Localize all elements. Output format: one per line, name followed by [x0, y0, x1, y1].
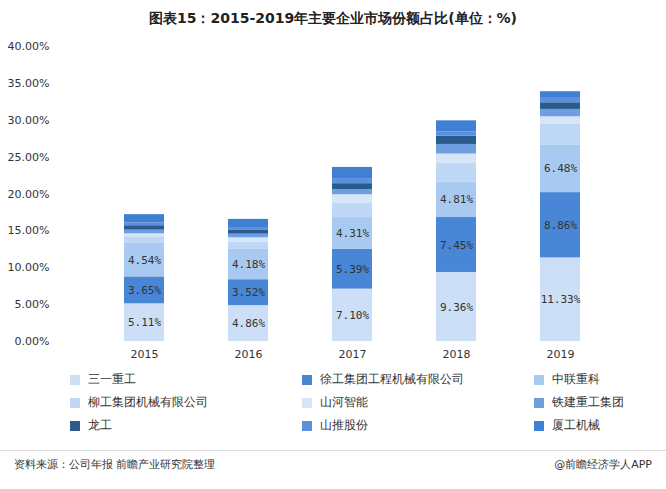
html-text:资料来源：公司年报 前瞻产业研究院整理: 资料来源：公司年报 前瞻产业研究院整理	[14, 458, 216, 471]
svg-text:4.86%: 4.86%	[232, 317, 265, 330]
html-text:图表15：2015-2019年主要企业市场份额占比(单位：%: 图表15：2015-2019年主要企业市场份额占比(单位：%)	[149, 10, 517, 26]
svg-text:4.31%: 4.31%	[336, 227, 369, 240]
svg-text:15.00%: 15.00%	[8, 224, 50, 237]
svg-text:7.10%: 7.10%	[336, 309, 369, 322]
html-text:柳工集团机械有限公司: 柳工集团机械有限公司	[88, 395, 208, 409]
svg-text:4.54%: 4.54%	[128, 254, 161, 267]
svg-text:6.48%: 6.48%	[544, 162, 577, 175]
svg-text:0.00%: 0.00%	[15, 335, 50, 348]
svg-text:2015: 2015	[131, 348, 159, 361]
html-text:铁建重工集团: 铁建重工集团	[552, 395, 624, 409]
svg-text:30.00%: 30.00%	[8, 114, 50, 127]
svg-text:2016: 2016	[235, 348, 263, 361]
html-text:中联重科: 中联重科	[552, 372, 600, 386]
svg-text:5.11%: 5.11%	[128, 316, 161, 329]
html-text:三一重工: 三一重工	[88, 372, 136, 386]
html-text:@前瞻经济学人APP: @前瞻经济学人APP	[554, 458, 652, 471]
svg-text:5.00%: 5.00%	[15, 298, 50, 311]
svg-text:2017: 2017	[339, 348, 367, 361]
svg-text:9.36%: 9.36%	[440, 301, 473, 314]
svg-text:2018: 2018	[443, 348, 471, 361]
html-text:徐工集团工程机械有限公司: 徐工集团工程机械有限公司	[320, 372, 464, 386]
svg-text:40.00%: 40.00%	[8, 40, 50, 53]
svg-text:4.81%: 4.81%	[440, 193, 473, 206]
svg-text:2019: 2019	[547, 348, 575, 361]
svg-text:11.33%: 11.33%	[541, 293, 581, 306]
svg-text:35.00%: 35.00%	[8, 77, 50, 90]
svg-text:7.45%: 7.45%	[440, 239, 473, 252]
svg-text:25.00%: 25.00%	[8, 151, 50, 164]
html-text:山推股份: 山推股份	[320, 418, 368, 432]
svg-text:20.00%: 20.00%	[8, 188, 50, 201]
svg-text:10.00%: 10.00%	[8, 261, 50, 274]
svg-text:5.39%: 5.39%	[336, 263, 369, 276]
html-text:龙工: 龙工	[88, 418, 112, 432]
svg-text:4.18%: 4.18%	[232, 258, 265, 271]
svg-text:8.86%: 8.86%	[544, 219, 577, 232]
html-text:厦工机械: 厦工机械	[552, 418, 600, 432]
svg-text:3.52%: 3.52%	[232, 286, 265, 299]
svg-text:3.65%: 3.65%	[128, 284, 161, 297]
html-text:山河智能: 山河智能	[320, 395, 368, 409]
